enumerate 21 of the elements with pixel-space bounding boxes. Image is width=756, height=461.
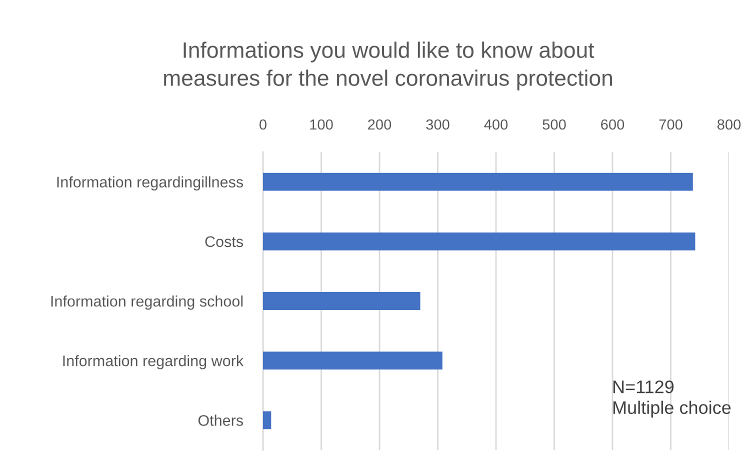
y-tick-label: Information regardingillness <box>57 176 244 191</box>
y-tick-label: Information regarding work <box>63 355 244 370</box>
x-tick-label: 800 <box>717 119 741 130</box>
y-tick-label: Information regarding school <box>51 295 243 310</box>
chart-title: Informations you would like to know about measures for the novel coronavirus protection <box>164 42 612 90</box>
x-tick-label: 700 <box>659 119 682 130</box>
bar <box>263 352 442 370</box>
bar <box>263 411 272 430</box>
x-tick-label: 600 <box>601 119 624 130</box>
bar <box>263 172 693 191</box>
y-tick-label: Costs <box>205 236 244 248</box>
bar <box>263 292 420 310</box>
bar <box>263 232 696 250</box>
x-tick-label: 200 <box>368 119 392 130</box>
x-tick-label: 400 <box>484 119 508 130</box>
x-tick-label: 0 <box>260 119 266 130</box>
x-tick-label: 500 <box>542 119 566 130</box>
x-tick-label: 100 <box>310 119 333 130</box>
x-tick-label: 300 <box>426 119 450 130</box>
y-tick-label: Others <box>198 414 244 426</box>
annotation: N=1129 Multiple choice <box>613 380 731 418</box>
